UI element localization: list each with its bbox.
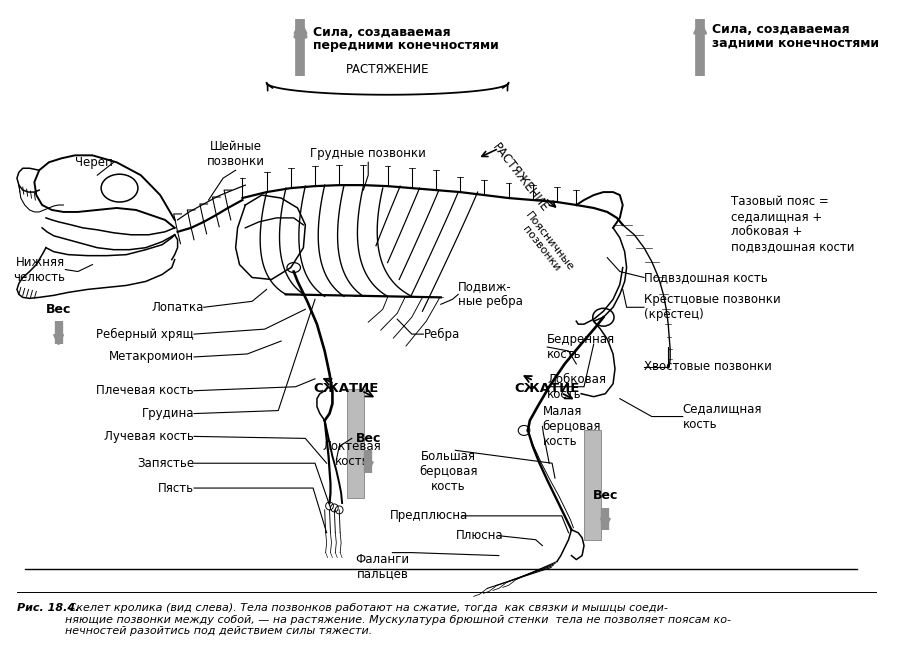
Text: Метакромион: Метакромион — [109, 351, 194, 364]
Text: Вес: Вес — [593, 490, 618, 503]
Bar — [347, 389, 365, 498]
Text: Пясть: Пясть — [158, 481, 194, 494]
Text: Шейные
позвонки: Шейные позвонки — [207, 140, 265, 168]
Text: Сила, создаваемая: Сила, создаваемая — [313, 27, 451, 39]
Bar — [584, 430, 602, 540]
Text: Фаланги
пальцев: Фаланги пальцев — [355, 553, 409, 580]
Text: Лобковая
кость: Лобковая кость — [547, 373, 606, 400]
Text: Тазовый пояс =
седалищная +
лобковая +
подвздошная кости: Тазовый пояс = седалищная + лобковая + п… — [731, 195, 855, 253]
Text: Крестцовые позвонки
(крестец): Крестцовые позвонки (крестец) — [644, 293, 780, 322]
Text: СЖАТИЕ: СЖАТИЕ — [313, 382, 378, 395]
Text: Хвостовые позвонки: Хвостовые позвонки — [644, 360, 772, 373]
Text: Подвздошная кость: Подвздошная кость — [644, 271, 768, 284]
Text: Плюсна: Плюсна — [455, 529, 503, 542]
Text: Грудина: Грудина — [142, 407, 194, 420]
Text: Плечевая кость: Плечевая кость — [96, 384, 194, 397]
Text: Поясничные
позвонки: Поясничные позвонки — [515, 210, 576, 280]
Text: Лучевая кость: Лучевая кость — [104, 430, 194, 443]
Text: задними конечностями: задними конечностями — [712, 36, 878, 49]
Text: Лопатка: Лопатка — [151, 301, 203, 314]
Text: Запястье: Запястье — [136, 457, 194, 470]
Text: Грудные позвонки: Грудные позвонки — [311, 148, 426, 160]
Text: СЖАТИЕ: СЖАТИЕ — [515, 382, 580, 395]
Text: передними конечностями: передними конечностями — [313, 39, 499, 52]
Text: Бедренная
кость: Бедренная кость — [547, 333, 616, 361]
Text: РАСТЯЖЕНИЕ: РАСТЯЖЕНИЕ — [489, 141, 551, 215]
Text: Нижняя
челюсть: Нижняя челюсть — [14, 256, 65, 283]
Text: Локтевая
кость: Локтевая кость — [322, 441, 381, 468]
Text: Рис. 18.4.: Рис. 18.4. — [17, 603, 80, 613]
Text: Вес: Вес — [355, 432, 381, 445]
Text: Сила, создаваемая: Сила, создаваемая — [712, 23, 849, 36]
Text: Большая
берцовая
кость: Большая берцовая кость — [420, 450, 478, 494]
Text: Подвиж-
ные ребра: Подвиж- ные ребра — [458, 280, 523, 309]
Text: РАСТЯЖЕНИЕ: РАСТЯЖЕНИЕ — [346, 63, 430, 76]
Text: Скелет кролика (вид слева). Тела позвонков работают на сжатие, тогда  как связки: Скелет кролика (вид слева). Тела позвонк… — [65, 603, 731, 637]
Text: Череп: Череп — [75, 156, 113, 169]
Text: Седалищная
кость: Седалищная кость — [682, 402, 762, 430]
Text: Вес: Вес — [46, 303, 71, 316]
Text: Реберный хрящ: Реберный хрящ — [96, 327, 194, 341]
Text: Малая
берцовая
кость: Малая берцовая кость — [542, 405, 601, 448]
Text: Предплюсна: Предплюсна — [390, 509, 468, 522]
Text: Ребра: Ребра — [423, 327, 460, 341]
